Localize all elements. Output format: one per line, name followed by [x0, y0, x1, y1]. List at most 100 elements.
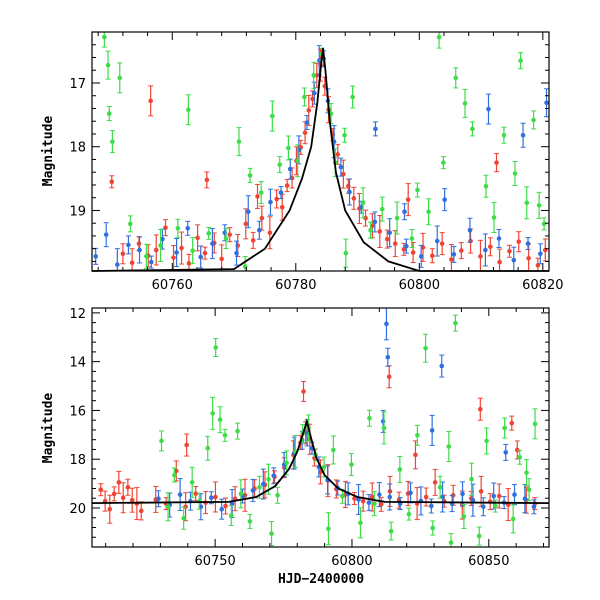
data-point: [116, 480, 122, 485]
bottom-model-curve: [91, 418, 550, 504]
data-point: [261, 481, 266, 487]
data-point: [110, 139, 115, 144]
data-point: [223, 236, 229, 241]
y-tick-label: 16: [69, 404, 86, 419]
data-point: [270, 113, 275, 119]
data-point: [509, 420, 515, 426]
data-point: [274, 196, 279, 202]
data-point: [350, 94, 355, 100]
data-point: [493, 503, 498, 509]
data-point: [439, 241, 445, 246]
data-point: [195, 235, 200, 241]
data-point: [222, 433, 228, 438]
data-point: [266, 476, 271, 482]
data-point: [491, 215, 497, 220]
data-point: [278, 190, 284, 195]
data-point: [165, 504, 171, 510]
data-point: [437, 484, 443, 490]
data-point: [522, 496, 528, 502]
data-point: [129, 497, 135, 503]
data-point: [181, 515, 186, 521]
data-point: [185, 225, 191, 231]
data-point: [127, 221, 133, 227]
data-point: [259, 215, 265, 221]
data-point: [137, 247, 142, 253]
data-point: [538, 251, 543, 257]
data-point: [378, 502, 384, 507]
data-point: [105, 62, 111, 68]
data-point: [429, 253, 435, 259]
data-point: [432, 480, 438, 485]
data-point: [525, 241, 531, 246]
data-point: [415, 433, 420, 438]
data-point: [497, 259, 502, 265]
data-point: [343, 250, 349, 256]
data-point: [377, 229, 383, 234]
x-tick-label: 60760: [152, 278, 193, 293]
data-point: [257, 484, 262, 490]
data-point: [541, 221, 547, 227]
data-point: [227, 232, 233, 237]
data-point: [250, 488, 256, 493]
data-point: [229, 501, 235, 506]
data-point: [368, 227, 373, 233]
data-point: [484, 438, 489, 444]
data-point: [511, 257, 517, 263]
data-point: [102, 34, 107, 40]
data-point: [524, 470, 529, 475]
data-point: [228, 513, 234, 518]
y-tick-label: 19: [69, 204, 86, 219]
data-point: [210, 411, 215, 416]
data-point: [367, 415, 372, 421]
data-point: [409, 236, 415, 241]
data-point: [138, 508, 144, 514]
data-point: [98, 487, 104, 492]
data-point: [117, 75, 123, 81]
data-point: [340, 493, 345, 499]
data-point: [235, 428, 240, 434]
data-point: [429, 503, 434, 509]
bottom-panel: 60750 60800 60850 12 14 16 18 20: [69, 307, 550, 569]
data-point: [478, 406, 483, 412]
data-point: [210, 241, 215, 246]
data-point: [341, 171, 346, 177]
data-point: [268, 199, 273, 205]
data-point: [177, 492, 183, 497]
x-tick-label: 60800: [331, 554, 372, 569]
data-point: [434, 238, 440, 244]
data-point: [115, 262, 120, 267]
data-point: [136, 241, 142, 246]
data-point: [512, 171, 518, 176]
data-point: [184, 442, 189, 448]
data-point: [404, 243, 409, 249]
data-point: [461, 514, 467, 519]
data-point: [402, 209, 407, 215]
data-point: [387, 494, 393, 500]
data-point: [189, 480, 195, 485]
data-point: [460, 491, 465, 497]
data-point: [410, 250, 416, 255]
x-tick-label: 60750: [194, 554, 235, 569]
data-point: [510, 516, 516, 522]
data-point: [446, 444, 452, 449]
data-point: [267, 230, 273, 236]
data-point: [284, 183, 290, 188]
data-point: [286, 145, 291, 151]
data-point: [381, 425, 387, 431]
data-point: [275, 492, 280, 498]
data-point: [486, 106, 491, 112]
data-point: [284, 460, 289, 466]
data-point: [120, 495, 126, 501]
data-point: [255, 194, 260, 199]
data-point: [441, 160, 446, 165]
data-point: [501, 132, 507, 138]
data-point: [111, 491, 117, 497]
data-point: [153, 247, 159, 253]
x-tick-label: 60780: [275, 278, 316, 293]
data-point: [392, 241, 398, 246]
data-point: [312, 90, 317, 96]
data-point: [186, 107, 191, 113]
data-point: [467, 227, 473, 233]
data-point: [496, 493, 502, 499]
